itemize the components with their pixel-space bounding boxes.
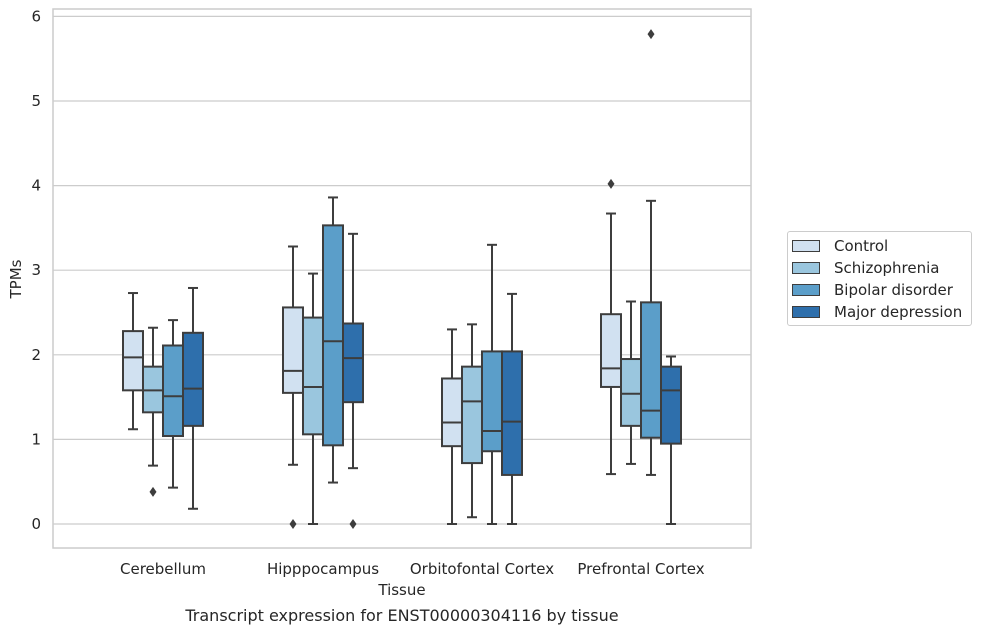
outlier-point: [349, 519, 357, 529]
box: [162, 344, 184, 438]
legend: Control Schizophrenia Bipolar disorder M…: [787, 231, 972, 326]
x-tick-label: Cerebellum: [120, 560, 206, 578]
box-group: [282, 245, 304, 529]
chart-caption: Transcript expression for ENST0000030411…: [185, 606, 619, 625]
box: [342, 322, 364, 404]
box: [600, 313, 622, 388]
box: [441, 377, 463, 448]
box-group: [501, 292, 523, 525]
legend-item-major-depression: Major depression: [792, 303, 962, 321]
box-group: [660, 355, 682, 525]
y-tick-label: 6: [31, 7, 41, 25]
box-group: [142, 326, 164, 497]
legend-item-control: Control: [792, 237, 888, 255]
legend-swatch-major-depression: [792, 306, 820, 318]
legend-label: Control: [834, 237, 889, 255]
y-tick-label: 4: [31, 177, 41, 195]
box: [660, 365, 682, 445]
outlier-point: [289, 519, 297, 529]
box: [501, 350, 523, 476]
gridlines: [53, 15, 751, 525]
legend-label: Major depression: [834, 303, 963, 321]
x-tick-label: Hipppocampus: [267, 560, 379, 578]
legend-label: Schizophrenia: [834, 259, 940, 277]
box-group: [122, 292, 144, 431]
outlier-point: [647, 29, 655, 40]
box: [282, 306, 304, 394]
box-group: [302, 272, 324, 525]
box: [122, 330, 144, 392]
box: [461, 365, 483, 465]
y-axis-ticks: 0 1 2 3 4 5 6: [31, 7, 41, 533]
box-group: [342, 232, 364, 529]
legend-swatch-bipolar-disorder: [792, 284, 820, 296]
box-group: [461, 323, 483, 519]
box-group: [600, 178, 622, 476]
box-group: [441, 328, 463, 525]
plot-frame: [52, 8, 752, 549]
boxes: [122, 29, 682, 529]
y-axis-label: TPMs: [7, 259, 25, 299]
box: [322, 224, 344, 447]
y-tick-label: 1: [31, 430, 41, 448]
legend-swatch-schizophrenia: [792, 262, 820, 274]
box: [620, 358, 642, 427]
box: [481, 350, 503, 453]
box: [182, 331, 204, 427]
box-group: [162, 319, 184, 489]
y-tick-label: 5: [31, 92, 41, 110]
box-group: [481, 243, 503, 525]
y-tick-label: 3: [31, 261, 41, 279]
legend-item-bipolar-disorder: Bipolar disorder: [792, 281, 953, 299]
x-axis-ticks: Cerebellum Hipppocampus Orbitofontal Corte…: [120, 560, 705, 578]
x-axis-label: Tissue: [377, 581, 425, 599]
outlier-point: [607, 178, 615, 189]
legend-swatch-control: [792, 240, 820, 252]
outlier-point: [149, 486, 157, 497]
box-group: [322, 196, 344, 484]
y-tick-label: 0: [31, 515, 41, 533]
x-tick-label: Orbitofontal Cortex: [410, 560, 554, 578]
box: [640, 301, 662, 439]
box: [302, 316, 324, 436]
legend-label: Bipolar disorder: [834, 281, 953, 299]
legend-item-schizophrenia: Schizophrenia: [792, 259, 939, 277]
y-tick-label: 2: [31, 346, 41, 364]
box-group: [620, 300, 642, 465]
x-tick-label: Prefrontal Cortex: [577, 560, 704, 578]
box-group: [640, 29, 662, 476]
box-group: [182, 286, 204, 510]
